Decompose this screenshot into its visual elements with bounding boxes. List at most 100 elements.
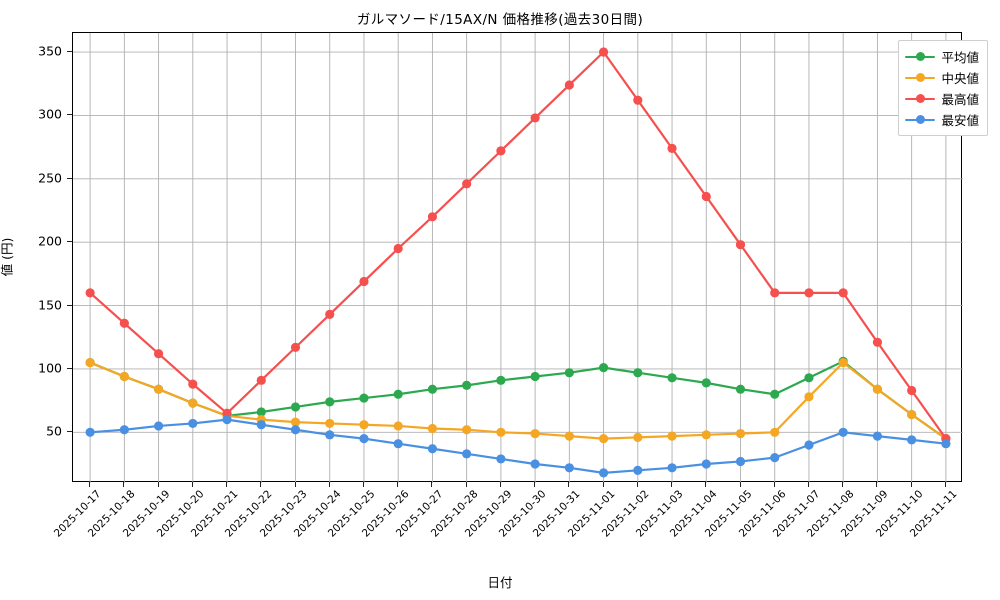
y-tick-label: 250 — [38, 170, 62, 186]
y-tick-mark — [67, 241, 72, 243]
series-point — [359, 434, 369, 444]
x-tick-mark — [397, 482, 399, 487]
series-point — [838, 427, 848, 437]
series-point — [667, 373, 677, 383]
series-point — [256, 420, 266, 430]
y-tick-label: 50 — [46, 423, 62, 439]
legend-item[interactable]: 平均値 — [905, 46, 979, 67]
series-point — [496, 427, 506, 437]
series-point — [804, 373, 814, 383]
series-point — [907, 435, 917, 445]
series-point — [941, 439, 951, 449]
legend-marker-icon — [905, 51, 936, 63]
series-point — [735, 428, 746, 439]
series-point — [770, 288, 780, 298]
series-point — [735, 456, 746, 467]
y-tick-mark — [67, 51, 72, 52]
legend-marker-icon — [905, 72, 936, 84]
series-point — [393, 389, 403, 399]
x-tick-mark — [328, 482, 330, 487]
series-point — [530, 113, 540, 123]
series-point — [359, 276, 369, 287]
y-tick-label: 100 — [38, 360, 62, 376]
series-line — [89, 418, 947, 474]
series-point — [564, 368, 574, 378]
series-point — [256, 407, 266, 417]
series-point — [770, 389, 780, 399]
series-point — [188, 418, 198, 429]
series-point — [701, 430, 711, 440]
x-tick-mark — [807, 482, 809, 487]
x-tick-mark — [705, 482, 707, 487]
series-point — [359, 420, 369, 430]
x-tick-mark — [876, 482, 878, 487]
series-point — [462, 380, 472, 390]
series-point — [496, 146, 506, 156]
series-point — [770, 453, 780, 463]
x-tick-mark — [191, 482, 193, 487]
x-tick-mark — [739, 482, 741, 487]
series-point — [119, 318, 129, 328]
series-point — [325, 309, 335, 320]
series-point — [290, 417, 301, 427]
series-point — [530, 371, 540, 382]
series-point — [564, 431, 574, 441]
series-point — [393, 439, 403, 449]
series-point — [633, 432, 643, 442]
series-point — [119, 425, 129, 435]
series-point — [188, 379, 198, 389]
legend-label: 中央値 — [941, 71, 979, 86]
x-tick-mark — [568, 482, 570, 487]
series-point — [85, 427, 95, 437]
series-point — [325, 397, 335, 407]
series-point — [153, 349, 164, 359]
series-point — [633, 95, 643, 105]
series-point — [462, 179, 472, 189]
y-tick-mark — [67, 431, 72, 433]
legend-item[interactable]: 最高値 — [905, 88, 979, 109]
series-point — [427, 423, 438, 434]
legend-item[interactable]: 最安値 — [905, 109, 979, 130]
y-tick-label: 150 — [38, 297, 62, 313]
x-tick-mark — [842, 482, 844, 487]
data-layer — [85, 47, 951, 478]
legend-item[interactable]: 中央値 — [905, 67, 979, 88]
series-point — [633, 368, 643, 378]
series-point — [872, 431, 883, 441]
series-point — [393, 243, 403, 254]
x-tick-mark — [260, 482, 262, 487]
series-point — [633, 465, 643, 475]
series-point — [701, 378, 711, 388]
series-point — [530, 459, 540, 469]
series-point — [598, 47, 609, 57]
x-tick-mark — [499, 482, 501, 487]
x-tick-mark — [89, 482, 91, 487]
series-point — [907, 409, 917, 420]
y-tick-mark — [67, 367, 72, 369]
x-tick-mark — [226, 482, 228, 487]
y-tick-mark — [67, 114, 72, 116]
x-tick-mark — [362, 482, 364, 487]
series-point — [907, 385, 917, 396]
y-tick-label: 300 — [38, 106, 62, 122]
series-point — [598, 468, 609, 478]
series-point — [598, 363, 609, 373]
x-tick-mark — [671, 482, 673, 487]
series-point — [153, 421, 164, 431]
series-point — [804, 288, 814, 298]
x-tick-mark — [636, 482, 638, 487]
series-line — [89, 361, 947, 440]
x-tick-mark — [773, 482, 775, 487]
series-point — [85, 288, 95, 298]
y-tick-label: 350 — [38, 43, 62, 59]
legend-marker-icon — [905, 93, 936, 105]
series-line — [89, 50, 947, 440]
series-point — [804, 392, 814, 402]
series-point — [325, 418, 335, 429]
series-point — [290, 342, 301, 352]
series-point — [462, 425, 472, 435]
series-point — [290, 402, 301, 412]
series-point — [838, 357, 848, 368]
series-point — [872, 337, 883, 347]
series-point — [188, 398, 198, 408]
